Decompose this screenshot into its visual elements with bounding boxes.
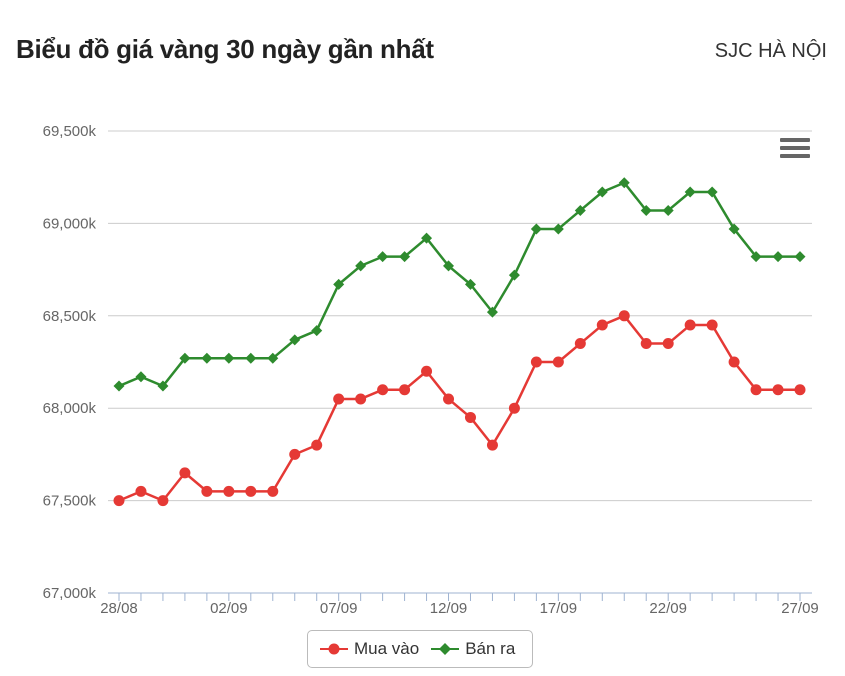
data-point-sell (421, 232, 433, 244)
legend-buy-symbol (320, 643, 348, 655)
legend-sell-label: Bán ra (465, 639, 516, 658)
data-point-buy (530, 356, 542, 368)
data-point-buy (399, 384, 411, 396)
x-tick-label: 27/09 (781, 600, 819, 617)
x-tick-label: 28/08 (100, 600, 138, 617)
x-tick-label: 07/09 (320, 600, 358, 617)
data-point-sell (157, 380, 169, 392)
chart-legend: Mua vào Bán ra (307, 630, 533, 668)
data-point-buy (486, 439, 498, 451)
data-point-sell (311, 325, 323, 337)
x-tick-label: 02/09 (210, 600, 248, 617)
legend-item-sell[interactable]: Bán ra (431, 639, 515, 659)
data-point-buy (443, 393, 455, 405)
data-point-sell (662, 204, 674, 216)
data-point-buy (201, 485, 213, 497)
data-point-sell (113, 380, 125, 392)
data-point-sell (596, 186, 608, 198)
hamburger-menu-icon[interactable] (780, 138, 810, 162)
data-point-sell (201, 352, 213, 364)
data-point-buy (706, 319, 718, 331)
data-point-buy (508, 402, 520, 414)
y-tick-label: 69,000k (43, 215, 97, 232)
data-point-sell (333, 278, 345, 290)
y-tick-label: 69,500k (43, 123, 97, 140)
legend-item-buy[interactable]: Mua vào (320, 639, 419, 659)
data-point-sell (464, 278, 476, 290)
data-point-buy (135, 485, 147, 497)
data-point-sell (728, 223, 740, 235)
data-point-sell (794, 251, 806, 263)
data-point-sell (443, 260, 455, 272)
data-point-sell (640, 204, 652, 216)
x-tick-label: 12/09 (430, 600, 468, 617)
data-point-sell (552, 223, 564, 235)
data-point-buy (377, 384, 389, 396)
data-point-buy (311, 439, 323, 451)
data-point-buy (223, 485, 235, 497)
data-point-sell (267, 352, 279, 364)
data-point-buy (267, 485, 279, 497)
data-point-sell (772, 251, 784, 263)
data-point-buy (750, 384, 762, 396)
y-tick-label: 67,500k (43, 493, 97, 510)
data-point-buy (113, 495, 125, 507)
data-point-sell (574, 204, 586, 216)
data-point-sell (355, 260, 367, 272)
y-tick-label: 68,000k (43, 400, 97, 417)
data-point-sell (377, 251, 389, 263)
y-tick-label: 67,000k (43, 585, 97, 602)
data-point-buy (574, 338, 586, 350)
data-point-sell (135, 371, 147, 383)
data-point-sell (530, 223, 542, 235)
legend-sell-symbol (431, 643, 460, 655)
data-point-sell (223, 352, 235, 364)
data-point-buy (794, 384, 806, 396)
data-point-buy (684, 319, 696, 331)
data-point-sell (706, 186, 718, 198)
data-point-sell (618, 177, 630, 189)
data-point-buy (464, 411, 476, 423)
data-point-sell (399, 251, 411, 263)
data-point-buy (728, 356, 740, 368)
series-line-sell (118, 181, 800, 388)
line-chart: 67,000k 67,500k 68,000k 68,500k 69,000k 69,50… (43, 123, 819, 617)
data-point-sell (750, 251, 762, 263)
data-point-buy (596, 319, 608, 331)
data-point-buy (618, 310, 630, 322)
data-point-buy (662, 338, 674, 350)
data-point-buy (772, 384, 784, 396)
data-point-buy (552, 356, 564, 368)
data-point-buy (179, 467, 191, 479)
data-point-sell (245, 352, 257, 364)
data-point-sell (508, 269, 520, 281)
data-point-sell (289, 334, 301, 346)
x-tick-label: 17/09 (540, 600, 578, 617)
data-point-sell (684, 186, 696, 198)
data-point-buy (245, 485, 257, 497)
source-label: SJC HÀ NỘI (714, 40, 827, 62)
data-point-buy (640, 338, 652, 350)
legend-buy-label: Mua vào (354, 639, 420, 658)
data-point-sell (179, 352, 191, 364)
data-point-buy (157, 495, 169, 507)
y-tick-label: 68,500k (43, 308, 97, 325)
x-tick-label: 22/09 (649, 600, 687, 617)
data-point-buy (421, 365, 433, 377)
data-point-buy (333, 393, 345, 405)
data-point-buy (289, 448, 301, 460)
data-point-buy (355, 393, 367, 405)
data-point-sell (486, 306, 498, 318)
chart-title: Biểu đồ giá vàng 30 ngày gần nhất (16, 34, 434, 64)
